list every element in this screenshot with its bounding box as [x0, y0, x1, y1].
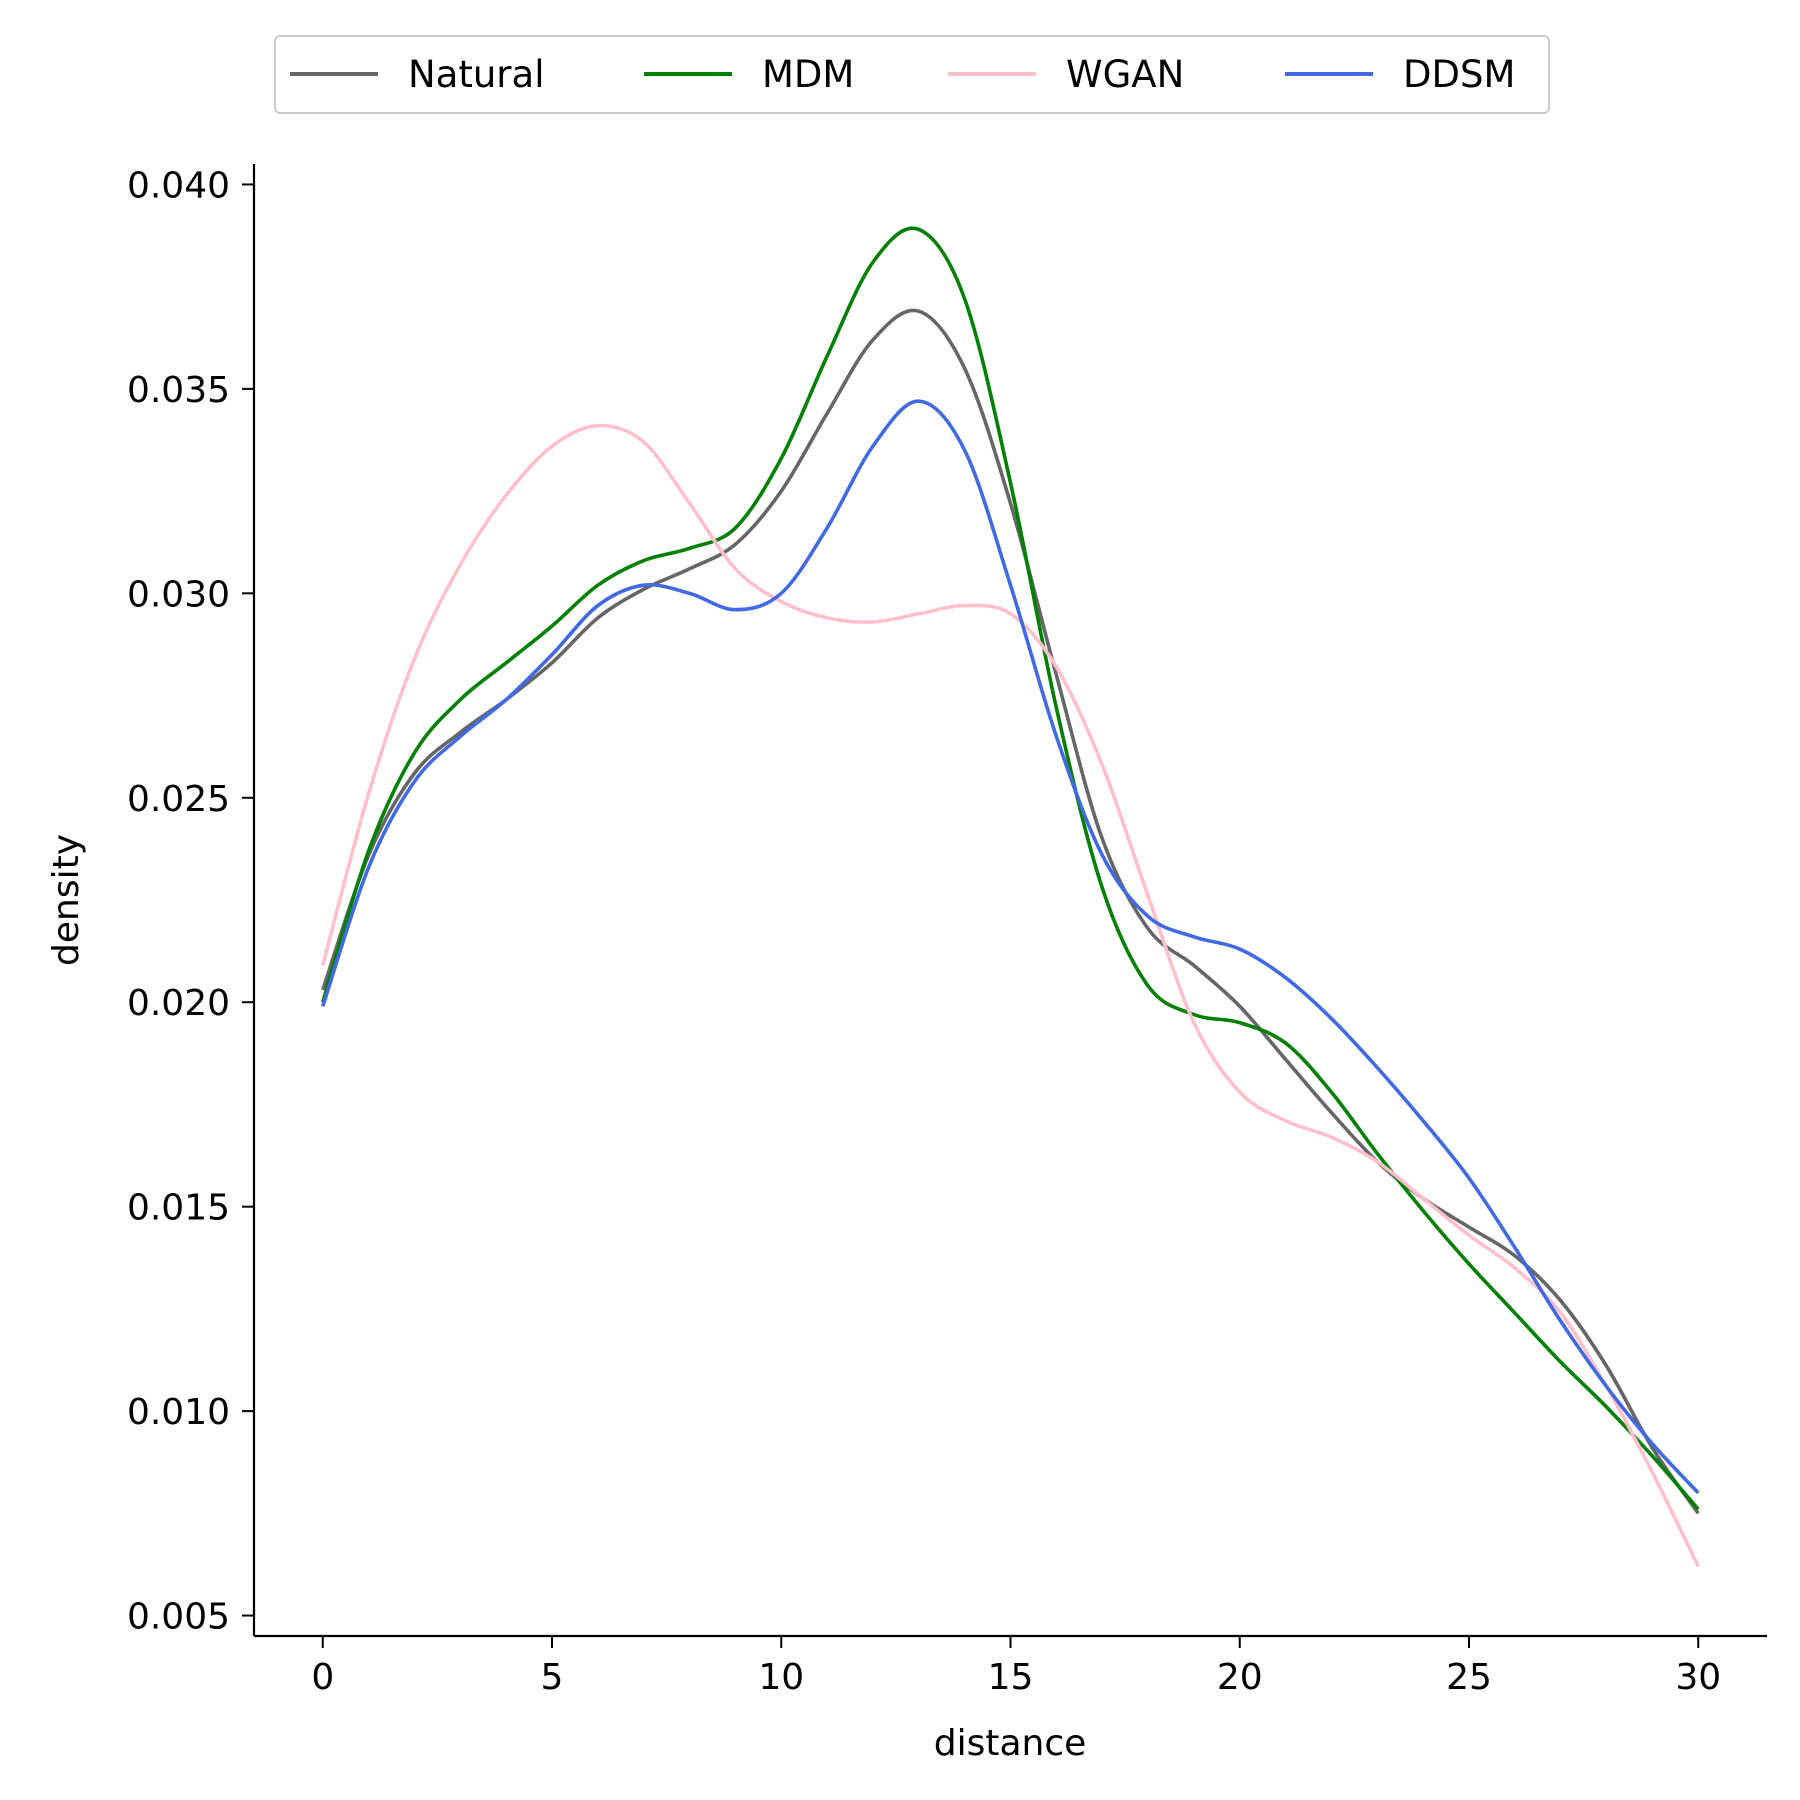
x-tick-label: 30 [1675, 1657, 1721, 1698]
y-tick-label: 0.015 [127, 1188, 230, 1229]
x-tick-label: 20 [1217, 1657, 1263, 1698]
legend-label-wgan: WGAN [1066, 53, 1184, 96]
legend-label-mdm: MDM [762, 53, 854, 96]
series-line-wgan [321, 423, 1700, 1568]
legend-label-ddsm: DDSM [1403, 53, 1515, 96]
legend: Natural MDM WGAN DDSM [274, 35, 1550, 114]
legend-label-natural: Natural [408, 53, 544, 96]
x-ticks: 0 5 10 15 20 25 30 [311, 1636, 1721, 1698]
y-axis-label: density [46, 834, 87, 966]
x-tick-label: 10 [758, 1657, 804, 1698]
y-ticks: 0.005 0.010 0.015 0.020 0.025 0.030 0.035 0.040 [127, 165, 254, 1638]
y-tick-label: 0.020 [127, 983, 230, 1024]
x-axis-label: distance [934, 1723, 1087, 1764]
y-tick-label: 0.005 [127, 1597, 230, 1638]
y-tick-label: 0.035 [127, 370, 230, 411]
x-tick-label: 5 [541, 1657, 564, 1698]
series-layer [321, 226, 1700, 1568]
series-line-mdm [321, 226, 1700, 1511]
x-tick-label: 15 [988, 1657, 1034, 1698]
y-tick-label: 0.040 [127, 165, 230, 206]
y-tick-label: 0.030 [127, 574, 230, 615]
series-line-natural [321, 308, 1700, 1515]
legend-frame [274, 35, 1550, 114]
x-tick-label: 25 [1446, 1657, 1492, 1698]
y-tick-label: 0.025 [127, 779, 230, 820]
y-tick-label: 0.010 [127, 1392, 230, 1433]
x-tick-label: 0 [311, 1657, 334, 1698]
series-line-ddsm [321, 399, 1700, 1495]
